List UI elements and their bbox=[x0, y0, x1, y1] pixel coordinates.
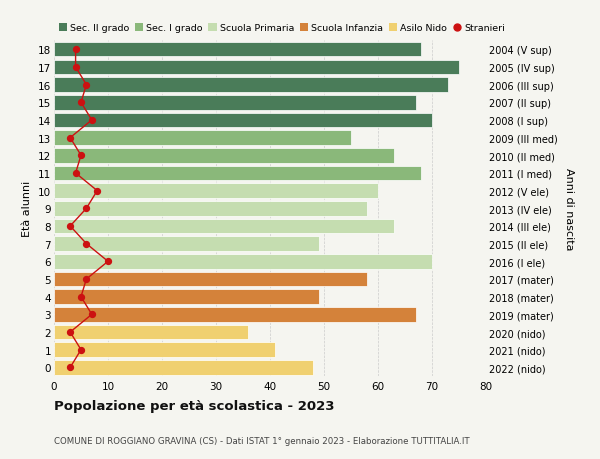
Bar bbox=[54, 202, 367, 216]
Point bbox=[103, 258, 113, 265]
Point bbox=[76, 346, 86, 353]
Bar bbox=[54, 43, 421, 57]
Bar bbox=[54, 343, 275, 357]
Point bbox=[65, 329, 75, 336]
Bar bbox=[54, 96, 416, 110]
Bar bbox=[54, 290, 319, 304]
Point bbox=[82, 241, 91, 248]
Bar bbox=[54, 325, 248, 340]
Point bbox=[82, 205, 91, 213]
Point bbox=[65, 223, 75, 230]
Point bbox=[76, 152, 86, 160]
Point bbox=[92, 188, 102, 195]
Bar bbox=[54, 219, 394, 234]
Bar bbox=[54, 61, 459, 75]
Bar bbox=[54, 166, 421, 181]
Bar bbox=[54, 78, 448, 93]
Point bbox=[87, 117, 97, 124]
Bar bbox=[54, 113, 432, 128]
Point bbox=[82, 82, 91, 89]
Text: COMUNE DI ROGGIANO GRAVINA (CS) - Dati ISTAT 1° gennaio 2023 - Elaborazione TUTT: COMUNE DI ROGGIANO GRAVINA (CS) - Dati I… bbox=[54, 436, 470, 445]
Point bbox=[87, 311, 97, 319]
Bar bbox=[54, 131, 351, 146]
Bar bbox=[54, 272, 367, 286]
Bar bbox=[54, 149, 394, 163]
Point bbox=[65, 364, 75, 371]
Y-axis label: Anni di nascita: Anni di nascita bbox=[564, 168, 574, 250]
Text: Popolazione per età scolastica - 2023: Popolazione per età scolastica - 2023 bbox=[54, 399, 335, 412]
Point bbox=[82, 276, 91, 283]
Point bbox=[65, 134, 75, 142]
Point bbox=[71, 170, 80, 177]
Bar bbox=[54, 360, 313, 375]
Bar bbox=[54, 255, 432, 269]
Point bbox=[71, 64, 80, 72]
Point bbox=[76, 99, 86, 106]
Point bbox=[76, 293, 86, 301]
Y-axis label: Età alunni: Età alunni bbox=[22, 181, 32, 237]
Point bbox=[71, 46, 80, 54]
Legend: Sec. II grado, Sec. I grado, Scuola Primaria, Scuola Infanzia, Asilo Nido, Stran: Sec. II grado, Sec. I grado, Scuola Prim… bbox=[59, 24, 505, 33]
Bar bbox=[54, 237, 319, 252]
Bar bbox=[54, 308, 416, 322]
Bar bbox=[54, 184, 378, 198]
